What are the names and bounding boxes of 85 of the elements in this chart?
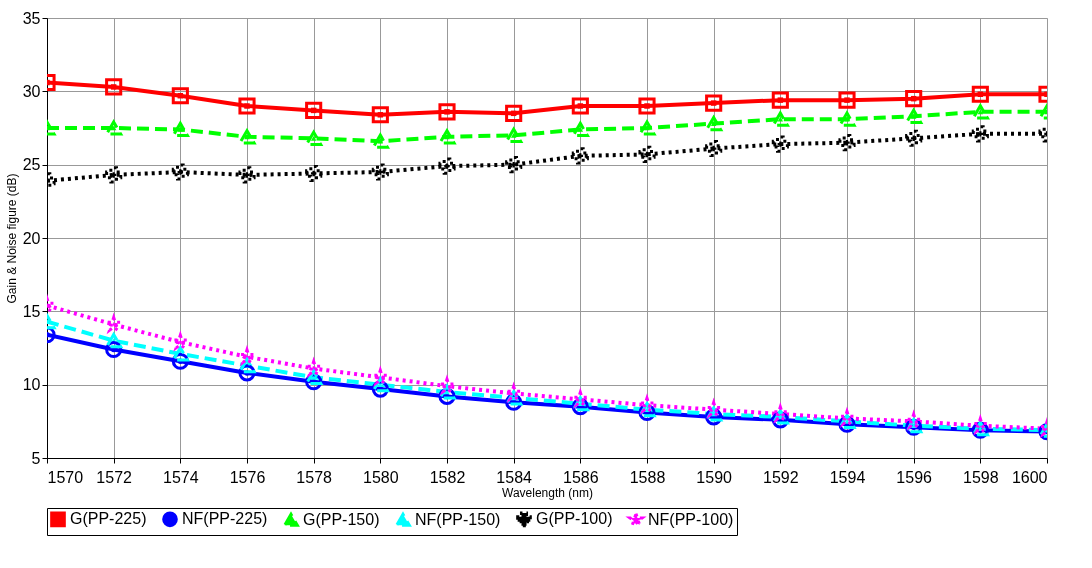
point xyxy=(371,377,389,393)
x-tick-label: 1596 xyxy=(896,468,933,486)
point xyxy=(305,130,323,146)
y-tick-label: 35 xyxy=(22,9,41,27)
point xyxy=(438,384,456,400)
y-tick-label: 25 xyxy=(22,156,41,174)
point xyxy=(838,111,856,127)
y-axis-title: Gain & Noise figure (dB) xyxy=(4,173,19,304)
x-tick-label: 1590 xyxy=(696,468,733,486)
legend-label: G(PP-150) xyxy=(303,510,380,528)
y-tick-label: 30 xyxy=(22,82,41,100)
point xyxy=(171,121,189,138)
point xyxy=(838,91,856,109)
point xyxy=(505,127,523,143)
point xyxy=(305,164,323,183)
x-axis-title: Wavelength (nm) xyxy=(502,485,593,500)
x-tick-label: 1584 xyxy=(496,468,533,486)
point xyxy=(771,409,789,425)
point xyxy=(171,346,189,362)
y-tick-label: 10 xyxy=(22,376,41,394)
legend-label: G(PP-100) xyxy=(536,510,613,528)
point xyxy=(705,94,723,112)
point xyxy=(571,147,589,165)
point xyxy=(505,156,523,174)
point xyxy=(371,106,389,124)
point xyxy=(771,91,789,109)
point xyxy=(438,103,456,121)
point xyxy=(638,120,656,136)
point xyxy=(638,97,656,115)
x-tick-label: 1592 xyxy=(763,468,799,486)
point xyxy=(905,108,923,124)
point xyxy=(971,125,989,143)
x-tick-label: 1598 xyxy=(963,468,999,486)
point xyxy=(438,129,456,145)
point xyxy=(771,135,789,153)
point xyxy=(238,129,256,145)
legend-label: NF(PP-150) xyxy=(415,510,501,528)
point xyxy=(838,413,856,429)
point xyxy=(905,129,923,147)
point xyxy=(638,145,656,163)
point xyxy=(505,390,523,406)
point xyxy=(105,120,123,136)
point xyxy=(105,78,123,96)
x-tick-label: 1574 xyxy=(163,468,199,486)
x-tick-label: 1600 xyxy=(1011,468,1048,486)
point xyxy=(171,87,189,105)
legend-label: G(PP-225) xyxy=(70,510,147,528)
point xyxy=(705,115,723,132)
point xyxy=(571,121,589,138)
point xyxy=(171,163,189,181)
point xyxy=(971,85,989,103)
point xyxy=(571,97,589,115)
point xyxy=(238,166,256,184)
point xyxy=(305,101,323,119)
x-tick-label: 1572 xyxy=(96,468,133,486)
point xyxy=(371,163,389,181)
point xyxy=(705,406,723,422)
point xyxy=(638,401,656,418)
point xyxy=(105,166,123,184)
legend-label: NF(PP-100) xyxy=(648,510,734,528)
point xyxy=(238,357,256,374)
point xyxy=(771,111,789,127)
x-tick-label: 1594 xyxy=(829,468,866,486)
point xyxy=(438,157,456,175)
point xyxy=(838,134,856,152)
x-tick-label: 1580 xyxy=(363,468,399,486)
point xyxy=(371,133,389,149)
x-tick-label: 1586 xyxy=(563,468,599,486)
point xyxy=(905,90,923,108)
x-tick-label: 1588 xyxy=(629,468,666,486)
y-tick-label: 5 xyxy=(31,449,41,467)
point xyxy=(505,104,523,122)
x-tick-label: 1582 xyxy=(429,468,466,486)
point xyxy=(105,333,123,349)
x-tick-label: 1570 xyxy=(47,468,84,486)
point xyxy=(705,139,723,158)
y-tick-label: 15 xyxy=(22,302,41,320)
legend-label: NF(PP-225) xyxy=(182,510,268,528)
x-tick-label: 1578 xyxy=(296,468,333,486)
point xyxy=(305,369,323,385)
point xyxy=(238,97,256,115)
y-tick-label: 20 xyxy=(22,229,41,247)
point xyxy=(571,396,589,412)
x-tick-label: 1576 xyxy=(229,468,266,486)
point xyxy=(971,104,989,120)
